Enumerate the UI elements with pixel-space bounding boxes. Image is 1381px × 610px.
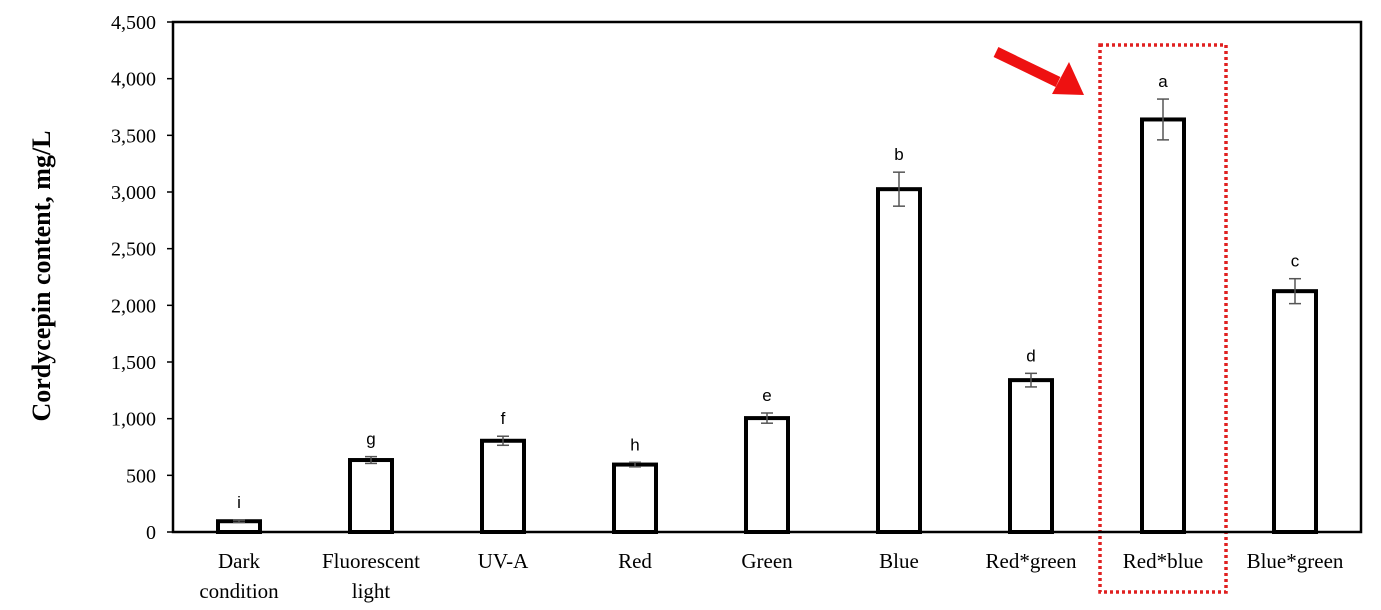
- x-category-label: Blue: [879, 549, 919, 573]
- x-category-label: Red*green: [986, 549, 1077, 573]
- error-bar: [1025, 372, 1037, 388]
- x-category-label: Red: [618, 549, 652, 573]
- bar: [348, 458, 394, 534]
- error-bar: [893, 171, 905, 207]
- y-tick-label: 500: [126, 465, 156, 487]
- highlight-arrow: [993, 47, 1084, 95]
- y-axis-ticks: 0 500 1,000 1,500 2,000 2,500 3,000 3,500 4,000 4…: [111, 12, 173, 544]
- y-tick-label: 2,000: [111, 295, 156, 317]
- significance-letter: b: [894, 145, 903, 164]
- x-category-label: UV-A: [478, 549, 529, 573]
- error-bar: [761, 412, 773, 424]
- error-bar: [1157, 98, 1169, 141]
- bar: [1272, 289, 1318, 534]
- plot-frame: [171, 20, 1363, 534]
- x-category-label: Red*blue: [1123, 549, 1203, 573]
- bar: [1140, 117, 1186, 534]
- x-category-label: Dark condition: [199, 549, 279, 603]
- y-tick-label: 1,000: [111, 409, 156, 431]
- significance-letter: f: [501, 409, 506, 428]
- bar: [1008, 378, 1054, 534]
- y-tick-label: 3,000: [111, 182, 156, 204]
- significance-letter: e: [762, 386, 771, 405]
- error-bar: [497, 435, 509, 447]
- bar: [612, 462, 658, 535]
- y-tick-label: 4,000: [111, 69, 156, 91]
- significance-letter: g: [366, 430, 375, 449]
- x-axis-category-labels: Dark condition Fluorescent light UV-A Red Gree…: [199, 549, 1344, 603]
- x-category-label: Green: [741, 549, 793, 573]
- y-tick-label: 0: [146, 522, 156, 544]
- highlight-box: [1098, 43, 1228, 594]
- x-category-label: Blue*green: [1247, 549, 1344, 573]
- error-bar: [1289, 277, 1301, 305]
- bar: [876, 187, 922, 535]
- y-tick-label: 2,500: [111, 239, 156, 261]
- error-bar: [233, 519, 245, 524]
- y-tick-label: 4,500: [111, 12, 156, 34]
- error-bar: [365, 455, 377, 465]
- error-bar: [629, 461, 641, 468]
- bar: [744, 416, 790, 535]
- y-tick-label: 3,500: [111, 125, 156, 147]
- highlight-annotations: [993, 43, 1228, 594]
- y-axis-label: Cordycepin content, mg/L: [27, 130, 56, 421]
- bar: [480, 438, 526, 534]
- significance-letter: h: [630, 435, 639, 454]
- significance-letter: i: [237, 493, 241, 512]
- significance-letter: c: [1291, 252, 1300, 271]
- significance-letter: a: [1158, 72, 1168, 91]
- bars: i g f h e b d a c: [216, 72, 1318, 535]
- y-tick-label: 1,500: [111, 352, 156, 374]
- significance-letter: d: [1026, 346, 1035, 365]
- x-category-label: Fluorescent light: [322, 549, 420, 603]
